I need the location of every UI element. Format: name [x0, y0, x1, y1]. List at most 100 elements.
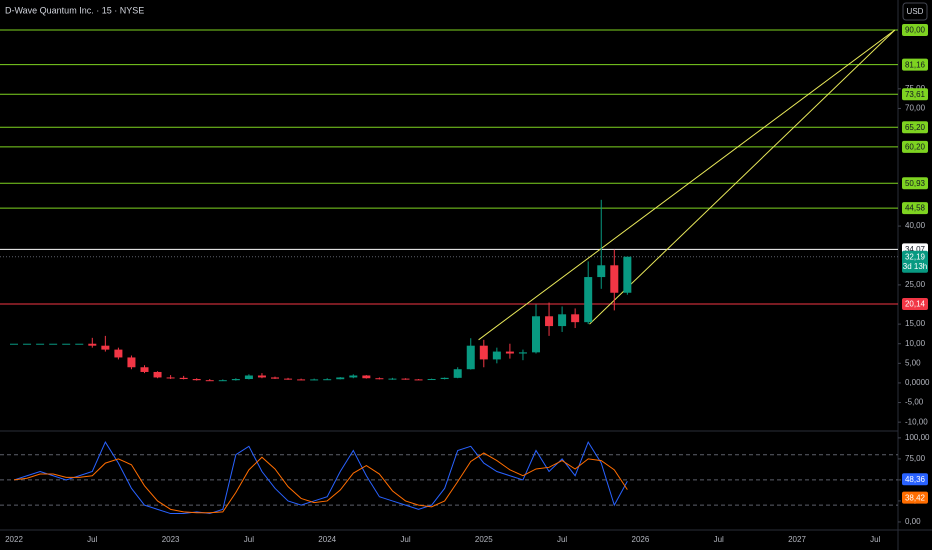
- y-tick-label: 10,00: [905, 339, 926, 348]
- candle-body: [75, 343, 84, 345]
- candle-body: [349, 375, 358, 378]
- candle-body: [257, 375, 266, 378]
- candle-body: [414, 379, 423, 381]
- candle-body: [297, 379, 306, 381]
- x-tick-label: Jul: [870, 535, 880, 544]
- countdown-label: 3d 13h: [903, 262, 927, 271]
- last-price-box: [902, 250, 928, 273]
- candle-body: [401, 378, 410, 380]
- candle-body: [166, 377, 175, 379]
- candle-body: [610, 265, 619, 293]
- level-label: 44,58: [905, 204, 926, 213]
- candle-body: [571, 314, 580, 323]
- candle-body: [244, 375, 253, 380]
- osc-tick-label: 100,00: [905, 433, 930, 442]
- candle-body: [427, 379, 436, 381]
- osc-label-box: [902, 491, 928, 504]
- candle-body: [492, 351, 501, 360]
- candle-body: [558, 314, 567, 327]
- currency-label[interactable]: USD: [907, 7, 924, 16]
- candle-body: [88, 343, 97, 346]
- candle-body: [114, 349, 123, 358]
- x-tick-label: Jul: [714, 535, 724, 544]
- candle-body: [179, 377, 188, 380]
- candle-body: [545, 316, 554, 327]
- osc-last-label: 38,42: [905, 493, 926, 502]
- level-label-box: [902, 177, 928, 190]
- currency-button[interactable]: [902, 2, 928, 21]
- osc-line: [13, 452, 628, 514]
- level-label: 20,14: [905, 300, 926, 309]
- candle-body: [218, 380, 227, 382]
- candle-body: [49, 343, 58, 345]
- candle-body: [62, 343, 71, 345]
- candle-body: [440, 377, 449, 380]
- candle-body: [231, 379, 240, 381]
- candle-body: [10, 343, 18, 345]
- candle-body: [140, 367, 149, 372]
- last-price-label: 32,19: [905, 252, 926, 261]
- y-tick-label: -5,00: [905, 398, 924, 407]
- trendline: [589, 29, 896, 325]
- candle-body: [36, 343, 45, 345]
- level-label: 73,61: [905, 90, 926, 99]
- candle-body: [153, 371, 162, 378]
- y-tick-label: 0,0000: [905, 378, 930, 387]
- level-label-box: [902, 121, 928, 134]
- x-tick-label: 2027: [788, 535, 806, 544]
- trendline: [478, 29, 896, 341]
- x-tick-label: Jul: [244, 535, 254, 544]
- candle-body: [284, 378, 293, 380]
- x-tick-label: Jul: [400, 535, 410, 544]
- level-label-box: [902, 24, 928, 36]
- level-label-box: [902, 297, 928, 310]
- candle-body: [375, 378, 384, 380]
- level-label-box: [902, 88, 928, 101]
- level-label-box: [902, 202, 928, 215]
- candle-body: [362, 375, 371, 379]
- level-label: 90,00: [905, 26, 926, 35]
- level-label: 50,93: [905, 179, 926, 188]
- candle-body: [479, 345, 488, 360]
- candle-body: [532, 316, 540, 353]
- candle-body: [323, 379, 332, 381]
- candle-body: [192, 379, 201, 381]
- y-tick-label: 5,00: [905, 358, 921, 367]
- candle-body: [336, 377, 345, 380]
- candle-body: [597, 265, 606, 278]
- level-label: 60,20: [905, 142, 926, 151]
- candle-body: [584, 277, 593, 323]
- chart-title: D-Wave Quantum Inc. · 15 · NYSE: [5, 5, 144, 15]
- candle-body: [310, 379, 319, 381]
- candle-body: [505, 351, 514, 354]
- y-tick-label: 70,00: [905, 104, 926, 113]
- y-tick-label: 15,00: [905, 319, 926, 328]
- level-label: 34,07: [905, 245, 926, 254]
- x-tick-label: 2022: [5, 535, 23, 544]
- level-label-box: [902, 140, 928, 153]
- candle-body: [271, 377, 279, 379]
- candle-body: [453, 369, 462, 378]
- candle-body: [127, 357, 136, 368]
- candle-body: [388, 378, 397, 380]
- y-tick-label: -10,00: [905, 417, 928, 426]
- candle-body: [101, 345, 110, 350]
- x-tick-label: 2026: [632, 535, 650, 544]
- x-tick-label: 2023: [162, 535, 180, 544]
- y-tick-label: 40,00: [905, 221, 926, 230]
- candle-body: [466, 345, 475, 370]
- candle-body: [23, 343, 32, 345]
- osc-tick-label: 75,00: [905, 454, 926, 463]
- x-tick-label: 2024: [318, 535, 336, 544]
- level-label: 81,16: [905, 60, 926, 69]
- candle-body: [623, 256, 632, 293]
- osc-last-label: 48,36: [905, 475, 926, 484]
- candle-body: [205, 380, 214, 382]
- candle-body: [518, 352, 527, 354]
- y-tick-label: 25,00: [905, 280, 926, 289]
- x-tick-label: 2025: [475, 535, 493, 544]
- level-label: 65,20: [905, 123, 926, 132]
- osc-label-box: [902, 473, 928, 486]
